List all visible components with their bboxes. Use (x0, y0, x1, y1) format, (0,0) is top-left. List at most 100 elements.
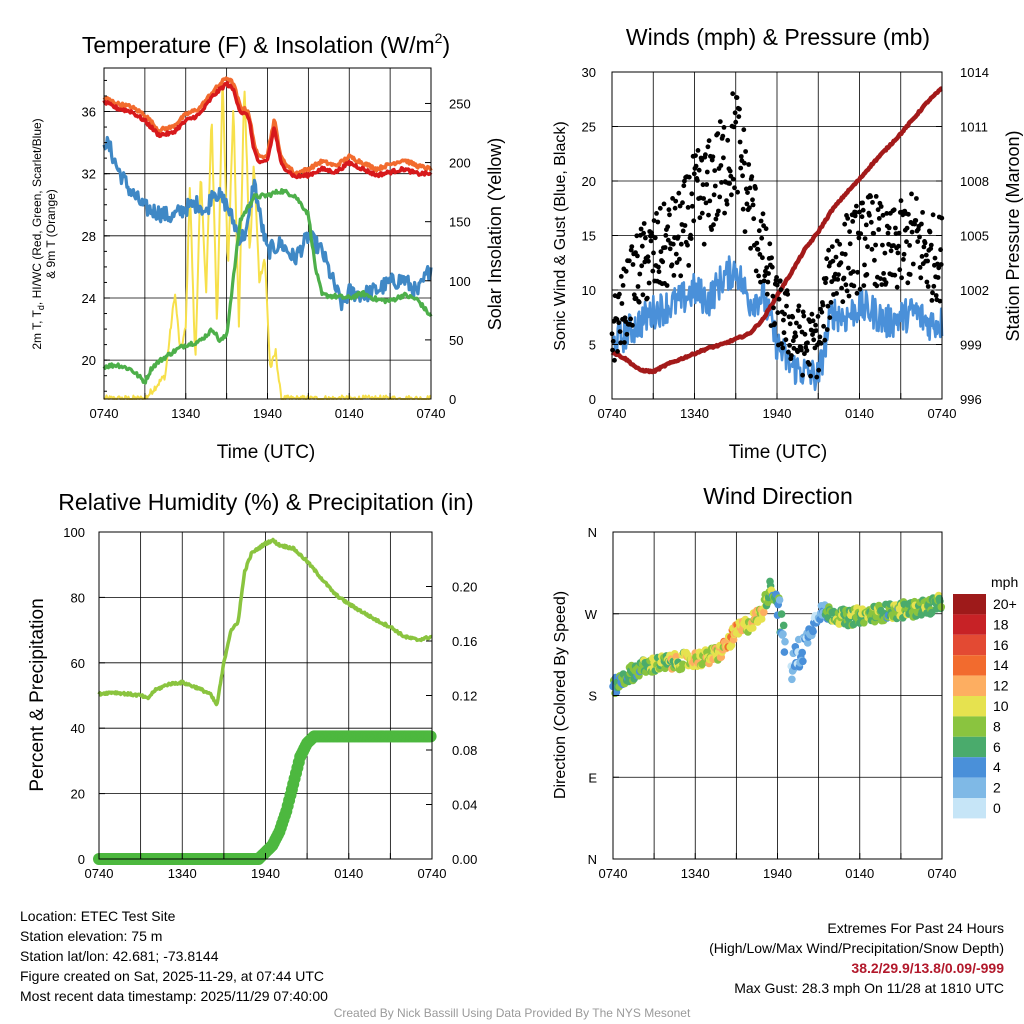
legend-swatch-18 (953, 614, 986, 635)
gust-point (927, 229, 933, 235)
gust-point (628, 316, 633, 322)
gust-point (740, 206, 746, 212)
gust-point (785, 291, 791, 297)
gust-point (856, 235, 862, 241)
gust-point (747, 185, 753, 191)
dir-x-tick-label: 1340 (681, 866, 710, 881)
rh-left-axis-label: Percent & Precipitation (27, 598, 48, 791)
station-latlon: Station lat/lon: 42.681; -73.8144 (20, 948, 219, 964)
gust-point (886, 225, 892, 231)
gust-point (917, 234, 922, 240)
gust-point (707, 198, 713, 204)
gust-point (876, 216, 882, 221)
gust-point (813, 328, 819, 333)
legend-swatch-14 (953, 655, 986, 676)
direction-point (779, 630, 787, 638)
gust-point (758, 279, 763, 285)
rh-left-tick-label: 40 (71, 721, 85, 736)
gust-point (718, 163, 724, 168)
legend-swatch-20plus (953, 594, 986, 615)
gust-point (737, 139, 743, 145)
gust-point (915, 239, 921, 245)
gust-point (670, 196, 675, 201)
gust-point (639, 243, 645, 249)
rh-x-tick-label: 0740 (418, 866, 447, 881)
legend-label: 2 (993, 780, 1001, 796)
gust-point (673, 251, 679, 257)
gust-point (804, 348, 810, 353)
gust-point (931, 283, 937, 289)
gust-point (661, 201, 667, 207)
gust-point (665, 224, 671, 230)
gust-point (779, 341, 784, 347)
gust-point (664, 283, 670, 288)
gust-point (690, 203, 695, 209)
station-location: Location: ETEC Test Site (20, 908, 176, 924)
gust-point (845, 216, 851, 221)
wind-left-tick-label: 10 (582, 283, 596, 298)
gust-point (816, 367, 822, 373)
gust-point (641, 221, 647, 226)
legend-label: 18 (993, 616, 1009, 632)
rh-right-tick-label: 0.12 (452, 689, 477, 704)
gust-point (730, 176, 736, 182)
gust-point (703, 152, 708, 158)
gust-point (610, 347, 615, 353)
gust-point (631, 292, 637, 298)
wind-left-tick-label: 30 (582, 65, 596, 80)
temp-right-axis-label: Solar Insolation (Yellow) (485, 138, 505, 330)
gust-point (880, 212, 886, 218)
gust-point (923, 252, 929, 258)
gust-point (787, 343, 792, 348)
gust-point (749, 174, 755, 180)
gust-point (896, 243, 901, 249)
gust-point (699, 210, 705, 216)
gust-point (867, 212, 872, 218)
rh-x-tick-label: 1340 (168, 866, 197, 881)
gust-point (637, 271, 643, 277)
temp-right-tick-label: 150 (449, 215, 471, 230)
gust-point (663, 233, 669, 238)
gust-point (871, 231, 877, 236)
wind-panel: Winds (mph) & Pressure (mb) 0 5 10 15 20 25 30… (552, 24, 1023, 463)
legend-label: 6 (993, 739, 1001, 755)
gust-point (834, 291, 839, 296)
gust-point (781, 317, 786, 323)
gust-point (818, 340, 824, 346)
gust-point (744, 201, 750, 207)
gust-point (706, 212, 711, 218)
temp-x-tick-label: 1340 (171, 406, 200, 421)
gust-point (616, 320, 622, 326)
gust-point (817, 334, 823, 340)
gust-point (682, 223, 688, 228)
gust-point (905, 280, 911, 286)
gust-point (764, 265, 770, 270)
dir-x-tick-label: 0740 (599, 866, 628, 881)
temp-right-tick-label: 50 (449, 333, 463, 348)
gust-point (896, 230, 902, 236)
gust-point (874, 283, 880, 289)
gust-point (693, 153, 698, 159)
gust-point (700, 182, 706, 188)
gust-point (651, 250, 656, 256)
temp-left-label-sub: d (36, 305, 46, 310)
gust-point (669, 262, 675, 268)
gust-point (842, 251, 848, 257)
wind-right-ticks: 996 999 1002 1005 1008 1011 1014 (936, 65, 989, 407)
direction-point (788, 675, 796, 684)
gust-point (865, 244, 870, 250)
temp-line-td (102, 188, 433, 385)
wind-x-axis-label: Time (UTC) (729, 442, 828, 463)
legend-swatch-16 (953, 634, 986, 656)
rh-left-tick-label: 80 (71, 590, 85, 605)
gust-point (879, 282, 885, 287)
gust-point (907, 272, 913, 277)
dir-gridlines (613, 531, 942, 860)
wind-left-tick-label: 20 (582, 174, 596, 189)
temp-x-tick-label: 0740 (90, 406, 119, 421)
gust-point (724, 198, 729, 204)
gust-point (828, 300, 834, 305)
gust-point (882, 250, 888, 256)
wind-left-tick-label: 25 (582, 120, 596, 135)
rh-right-tick-label: 0.20 (452, 580, 477, 595)
